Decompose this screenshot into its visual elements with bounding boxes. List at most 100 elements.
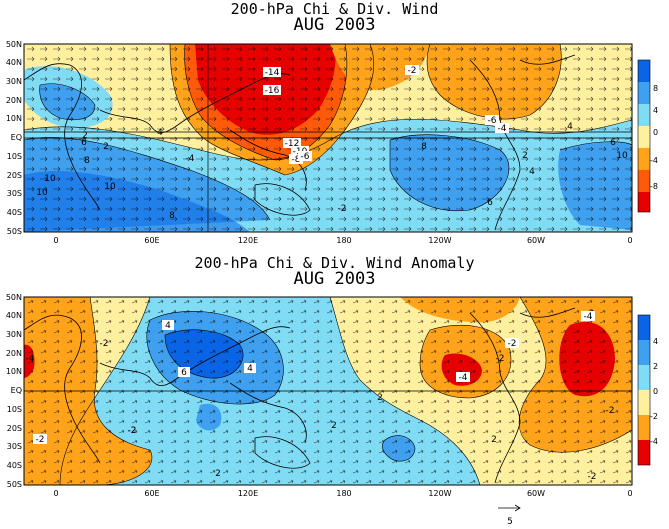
lat-label: 20S (7, 171, 22, 180)
contour-label: 2 (491, 435, 497, 445)
lat-label: EQ (11, 133, 22, 142)
contour-label: 6 (81, 138, 87, 148)
lon-label: 0 (627, 489, 632, 498)
contour-label: 8 (84, 156, 90, 166)
colorbar-label: -2 (650, 412, 658, 421)
panel2-frame (23, 296, 633, 486)
reference-vector: 5 (498, 504, 521, 527)
colorbar-label: 0 (653, 128, 658, 137)
contour-label: 6 (181, 368, 187, 378)
lon-label: 120E (238, 489, 258, 498)
lat-label: 10S (7, 405, 22, 414)
contour-label: 8 (169, 211, 175, 221)
lat-label: 50S (7, 480, 22, 489)
contour-label: -2 (508, 339, 517, 349)
lon-label: 120E (238, 236, 258, 245)
lon-label: 60E (144, 489, 159, 498)
contour-label: 6 (610, 138, 616, 148)
lat-label: 20N (6, 349, 22, 358)
lat-label: 20N (6, 96, 22, 105)
lat-label: EQ (11, 386, 22, 395)
lat-label: 10N (6, 114, 22, 123)
contour-label: -4 (459, 373, 468, 383)
colorbar-label: -4 (650, 437, 658, 446)
lat-label: 30N (6, 77, 22, 86)
panel2-colorbar (637, 314, 651, 466)
contour-label: -2 (588, 472, 597, 482)
contour-label: 8 (421, 142, 427, 152)
lat-label: 50N (6, 40, 22, 49)
contour-label: 6 (487, 198, 493, 208)
lat-label: 50S (7, 227, 22, 236)
contour-label: 10 (104, 182, 116, 192)
contour-label: -4 (26, 354, 35, 364)
panel2-title: 200-hPa Chi & Div. Wind Anomaly (194, 254, 475, 272)
contour-label: -2 (36, 435, 45, 445)
lon-label: 60W (527, 236, 545, 245)
contour-label: 10 (616, 151, 628, 161)
panel1-title: 200-hPa Chi & Div. Wind (230, 0, 439, 18)
contour-label: -2 (338, 204, 347, 214)
lon-label: 60W (527, 489, 545, 498)
contour-label: 2 (377, 393, 383, 403)
colorbar-label: 2 (653, 362, 658, 371)
contour-label: 4 (157, 128, 163, 138)
contour-label: -2 (606, 406, 615, 416)
lon-label: 120W (428, 489, 451, 498)
contour-label: -14 (265, 68, 280, 78)
lon-label: 180 (336, 236, 351, 245)
contour-label: 4 (529, 167, 535, 177)
contour-label: 2 (522, 151, 528, 161)
contour-label: -16 (265, 86, 280, 96)
colorbar-label: -8 (650, 182, 658, 191)
colorbar-label: 0 (653, 387, 658, 396)
lat-label: 30N (6, 330, 22, 339)
lon-label: 0 (627, 236, 632, 245)
lat-label: 40S (7, 461, 22, 470)
contour-label: -8 (292, 155, 301, 165)
lon-label: 120W (428, 236, 451, 245)
lat-label: 50N (6, 293, 22, 302)
reference-arrow-icon (498, 504, 521, 512)
colorbar-label: 8 (653, 84, 658, 93)
lat-label: 10S (7, 152, 22, 161)
contour-label: 2 (103, 142, 109, 152)
lon-label: 180 (336, 489, 351, 498)
contour-label: -2 (128, 426, 137, 436)
lat-label: 20S (7, 424, 22, 433)
contour-label: -4 (186, 154, 195, 164)
lat-label: 40N (6, 58, 22, 67)
contour-label: -2 (496, 354, 505, 364)
lat-label: 10N (6, 367, 22, 376)
colorbar-label: 4 (653, 106, 658, 115)
contour-label: 4 (247, 364, 253, 374)
contour-label: 4 (165, 321, 171, 331)
contour-label: -4 (498, 124, 507, 134)
lat-label: 40S (7, 208, 22, 217)
contour-label: -2 (128, 426, 137, 436)
panel1-subtitle: AUG 2003 (293, 15, 376, 35)
contour-label: -4 (584, 312, 593, 322)
lon-label: 0 (53, 489, 58, 498)
reference-vector-label: 5 (507, 517, 513, 527)
panel1-colorbar (637, 59, 651, 213)
lon-label: 60E (144, 236, 159, 245)
lon-label: 0 (53, 236, 58, 245)
contour-label: -12 (285, 139, 300, 149)
contour-label: -6 (488, 116, 497, 126)
contour-label: 10 (44, 174, 56, 184)
lat-label: 30S (7, 189, 22, 198)
contour-label: 2 (82, 131, 88, 141)
panel2-subtitle: AUG 2003 (293, 269, 376, 289)
contour-label: -6 (301, 152, 310, 162)
colorbar-label: -4 (650, 156, 658, 165)
contour-label: 2 (215, 469, 221, 479)
lat-label: 40N (6, 311, 22, 320)
contour-label: 4 (567, 122, 573, 132)
contour-label: -2 (408, 66, 417, 76)
contour-label: 10 (36, 188, 48, 198)
contour-label: 2 (331, 421, 337, 431)
lat-label: 30S (7, 442, 22, 451)
panel1-frame (23, 43, 633, 233)
